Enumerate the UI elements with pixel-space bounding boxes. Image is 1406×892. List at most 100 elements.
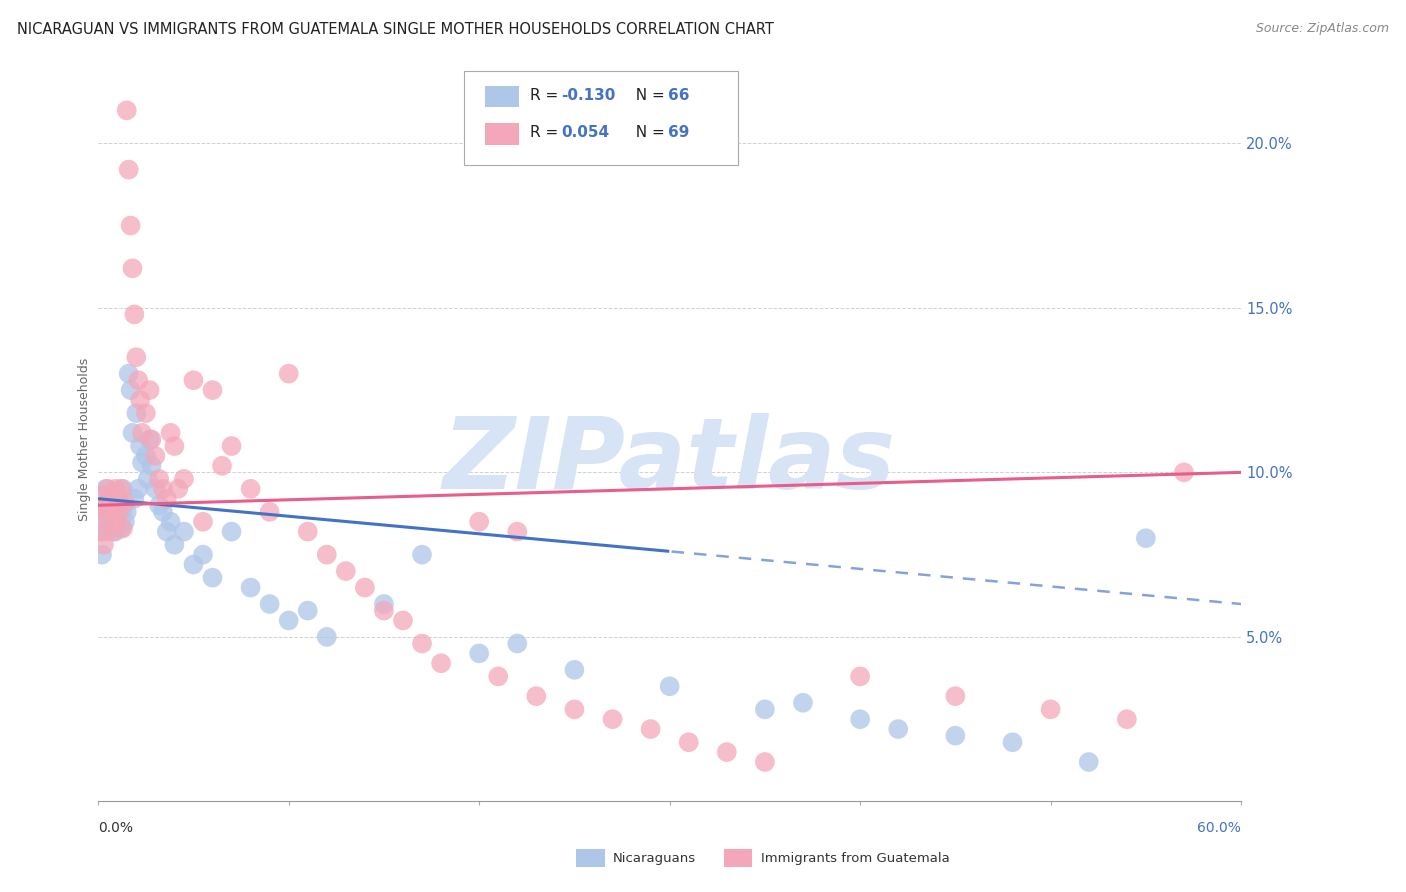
- Point: [121, 261, 143, 276]
- Point: [411, 636, 433, 650]
- Point: [121, 425, 143, 440]
- Point: [152, 505, 174, 519]
- Point: [564, 663, 586, 677]
- Point: [259, 505, 281, 519]
- Point: [506, 524, 529, 539]
- Point: [103, 495, 125, 509]
- Point: [411, 548, 433, 562]
- Point: [191, 515, 214, 529]
- Point: [148, 498, 170, 512]
- Point: [335, 564, 357, 578]
- Point: [211, 458, 233, 473]
- Point: [138, 433, 160, 447]
- Point: [849, 712, 872, 726]
- Point: [239, 581, 262, 595]
- Point: [564, 702, 586, 716]
- Text: -0.130: -0.130: [561, 88, 616, 103]
- Point: [105, 488, 128, 502]
- Point: [297, 524, 319, 539]
- Text: Nicaraguans: Nicaraguans: [613, 852, 696, 864]
- Point: [136, 472, 159, 486]
- Text: 60.0%: 60.0%: [1198, 822, 1241, 835]
- Point: [156, 491, 179, 506]
- Point: [103, 498, 125, 512]
- Point: [887, 722, 910, 736]
- Text: NICARAGUAN VS IMMIGRANTS FROM GUATEMALA SINGLE MOTHER HOUSEHOLDS CORRELATION CHA: NICARAGUAN VS IMMIGRANTS FROM GUATEMALA …: [17, 22, 773, 37]
- Point: [277, 614, 299, 628]
- Point: [115, 103, 138, 118]
- Point: [129, 439, 152, 453]
- Point: [91, 548, 114, 562]
- Point: [105, 491, 128, 506]
- Point: [143, 482, 166, 496]
- Point: [315, 630, 337, 644]
- Point: [430, 657, 453, 671]
- Point: [114, 515, 136, 529]
- Point: [201, 571, 224, 585]
- Point: [120, 383, 142, 397]
- Point: [100, 505, 122, 519]
- Point: [93, 538, 115, 552]
- Point: [486, 669, 509, 683]
- Point: [118, 367, 141, 381]
- Point: [124, 307, 146, 321]
- Point: [129, 392, 152, 407]
- Point: [640, 722, 662, 736]
- Point: [943, 689, 966, 703]
- Point: [127, 373, 149, 387]
- Point: [221, 439, 243, 453]
- Text: ZIPatlas: ZIPatlas: [443, 413, 896, 509]
- Point: [678, 735, 700, 749]
- Text: 66: 66: [668, 88, 689, 103]
- Text: N =: N =: [626, 88, 669, 103]
- Point: [183, 373, 205, 387]
- Point: [173, 472, 195, 486]
- Point: [108, 495, 131, 509]
- Point: [354, 581, 377, 595]
- Y-axis label: Single Mother Households: Single Mother Households: [79, 358, 91, 521]
- Point: [98, 508, 121, 523]
- Point: [506, 636, 529, 650]
- Point: [127, 482, 149, 496]
- Point: [315, 548, 337, 562]
- Point: [849, 669, 872, 683]
- Point: [94, 505, 117, 519]
- Point: [1039, 702, 1062, 716]
- Point: [115, 505, 138, 519]
- Point: [159, 425, 181, 440]
- Point: [524, 689, 547, 703]
- Point: [792, 696, 814, 710]
- Point: [277, 367, 299, 381]
- Point: [191, 548, 214, 562]
- Text: Immigrants from Guatemala: Immigrants from Guatemala: [761, 852, 949, 864]
- Point: [93, 498, 115, 512]
- Point: [173, 524, 195, 539]
- Point: [111, 501, 134, 516]
- Point: [141, 458, 163, 473]
- Point: [105, 515, 128, 529]
- Text: R =: R =: [530, 88, 564, 103]
- Point: [97, 495, 120, 509]
- Point: [163, 538, 186, 552]
- Point: [148, 472, 170, 486]
- Point: [658, 679, 681, 693]
- Point: [91, 524, 114, 539]
- Point: [124, 491, 146, 506]
- Point: [239, 482, 262, 496]
- Text: 69: 69: [668, 126, 689, 140]
- Point: [138, 383, 160, 397]
- Point: [97, 524, 120, 539]
- Point: [125, 406, 148, 420]
- Text: N =: N =: [626, 126, 669, 140]
- Point: [221, 524, 243, 539]
- Text: R =: R =: [530, 126, 564, 140]
- Point: [259, 597, 281, 611]
- Point: [373, 597, 395, 611]
- Point: [114, 495, 136, 509]
- Point: [131, 425, 153, 440]
- Point: [468, 515, 491, 529]
- Point: [94, 482, 117, 496]
- Point: [1173, 466, 1195, 480]
- Point: [135, 449, 157, 463]
- Point: [104, 505, 127, 519]
